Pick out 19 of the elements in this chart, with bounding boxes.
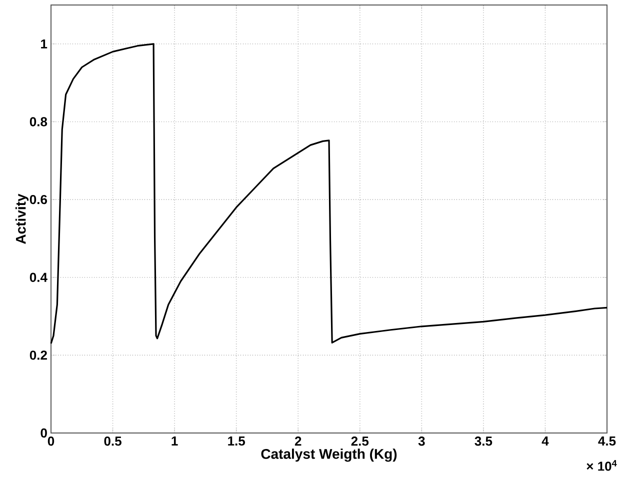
y-tick-label: 0.2	[30, 350, 47, 360]
x-tick-label: 3.5	[474, 436, 492, 446]
y-axis-title: Activity	[15, 194, 29, 244]
x-tick-label: 1	[172, 436, 178, 446]
y-tick-label: 0.8	[30, 117, 48, 126]
y-tick-label: 0.4	[30, 272, 48, 282]
x-tick-label: 3	[418, 436, 425, 446]
x-tick-label: 4.5	[598, 436, 616, 446]
y-tick-label: 1	[41, 39, 48, 48]
x-axis-title: Catalyst Weigth (Kg)	[261, 448, 397, 462]
x-tick-label: 2	[294, 436, 302, 446]
x-tick-label: 0	[48, 436, 54, 446]
x-tick-label: 2.5	[351, 436, 369, 446]
y-tick-label: 0.6	[30, 194, 47, 204]
y-tick-label: 0	[40, 428, 47, 438]
x-tick-label: 0.5	[104, 436, 122, 446]
x-tick-label: 1.5	[228, 436, 246, 446]
text: × 10$^{4}$	[586, 460, 617, 471]
x-tick-label: 4	[542, 436, 549, 446]
